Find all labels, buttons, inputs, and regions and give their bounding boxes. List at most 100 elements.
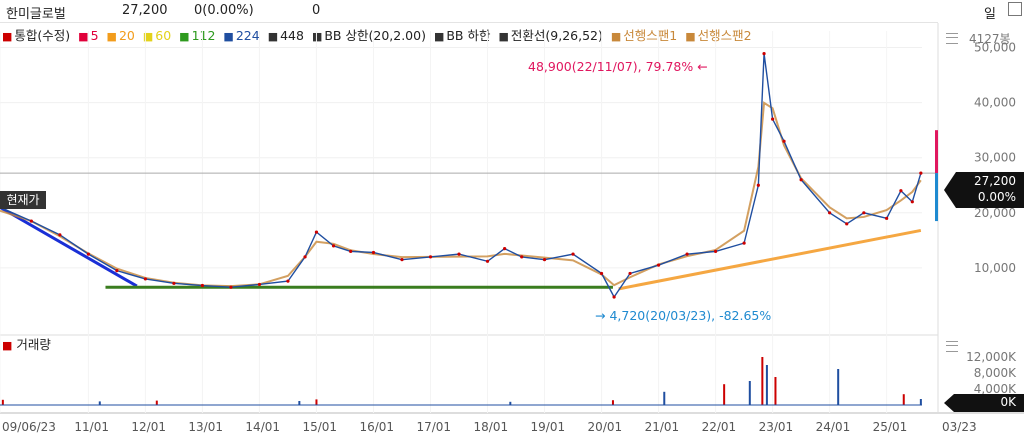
volume-value-tag: 0K [944, 394, 1024, 412]
time-tick-label: 19/01 [531, 420, 566, 434]
legend-item[interactable]: ■ BB 상한(20,2.00) [312, 28, 426, 43]
legend-label: 통합(수정) [14, 28, 71, 43]
price-tag-pct: 0.00% [977, 190, 1016, 204]
legend-swatch-icon: ■ [179, 30, 190, 43]
legend-swatch-icon: ■ [685, 30, 696, 43]
price-point [503, 247, 507, 251]
volume-bar [98, 401, 101, 405]
time-tick-label: 17/01 [416, 420, 451, 434]
legend-item[interactable]: ■ 112 [179, 28, 215, 43]
legend-swatch-icon: ■ [311, 30, 323, 43]
volume-legend-swatch-icon: ■ [2, 339, 13, 352]
indicator-legend: ■ 통합(수정) ■ 5 ■ 20 ■ 60 ■ 112 ■ 224 ■ 448 ■ BB 상한(20,2.0… [2, 25, 760, 43]
price-point [257, 282, 262, 287]
period-selector[interactable]: 일 [984, 7, 996, 22]
legend-label: BB 상한(20,2.00) [324, 28, 426, 43]
time-tick-label: 16/01 [359, 420, 394, 434]
price-chart-svg[interactable]: 50,000 40,000 30,000 20,000 10,000 12,000K 8,0… [0, 23, 1024, 436]
legend-item[interactable]: ■ 선행스팬1 [611, 28, 677, 43]
chart-settings-button[interactable] [1008, 2, 1022, 16]
time-tick-label: 24/01 [816, 420, 851, 434]
volume-bar [774, 377, 777, 405]
legend-swatch-icon: ■ [610, 30, 622, 43]
price-tick-label: 30,000 [974, 151, 1016, 165]
legend-swatch-icon: ■ [78, 30, 89, 43]
price-point [685, 252, 689, 256]
legend-swatch-icon: ■ [267, 30, 279, 43]
price-point [86, 252, 90, 256]
volume-bar [837, 369, 840, 405]
price-point [910, 200, 914, 204]
price-point [143, 277, 147, 281]
volume-bar [765, 365, 768, 405]
price-point [656, 263, 661, 267]
legend-item[interactable]: ■ 60 [143, 28, 171, 43]
price-point [628, 271, 632, 276]
price-point [782, 139, 786, 143]
volume-bar [611, 400, 614, 405]
price-point [371, 250, 376, 255]
price-point [314, 230, 319, 234]
time-tick-label: 13/01 [188, 420, 223, 434]
time-tick-label: 25/01 [873, 420, 908, 434]
legend-item[interactable]: ■ 5 [78, 28, 98, 43]
volume-bar [723, 384, 726, 405]
legend-item[interactable]: ■ 224 [223, 28, 259, 43]
price-point [612, 295, 616, 299]
legend-label: 224 [235, 28, 260, 43]
legend-swatch-icon: ■ [142, 30, 154, 43]
legend-swatch-icon: ■ [433, 30, 445, 43]
legend-item[interactable]: ■ 20 [107, 28, 135, 43]
volume-title-text: 거래량 [16, 337, 51, 352]
current-price-line-label: 현재가 [0, 191, 46, 209]
current-price-tag: 27,200 0.00% [944, 172, 1024, 208]
legend-swatch-icon: ■ [498, 30, 509, 43]
price-point [742, 241, 746, 245]
volume-bar [315, 399, 318, 405]
price-point [485, 259, 490, 263]
time-tick-label: 09/06/23 [2, 420, 56, 434]
volume-tick-label: 12,000K [966, 350, 1017, 364]
legend-label: 선행스팬1 [623, 28, 678, 43]
time-tick-label: 18/01 [474, 420, 509, 434]
chart-area[interactable]: 50,000 40,000 30,000 20,000 10,000 12,000K 8,0… [0, 22, 1024, 434]
price-point [799, 178, 803, 182]
left-arrow-icon: ← [697, 59, 708, 74]
legend-label: 선행스팬2 [697, 28, 752, 43]
price-tick-label: 10,000 [974, 261, 1016, 275]
price-point [400, 258, 404, 262]
legend-item[interactable]: ■ 448 [268, 28, 304, 43]
price-point [571, 252, 575, 256]
price-point [229, 285, 233, 289]
legend-item[interactable]: ■ 통합(수정) [2, 28, 70, 43]
legend-item[interactable]: ■ 선행스팬2 [685, 28, 751, 43]
volume-tick-label: 8,000K [974, 366, 1017, 380]
volume-panel-title: ■ 거래량 [2, 334, 51, 353]
volume-tag-value: 0K [1000, 395, 1016, 409]
trade-volume: 0 [312, 3, 321, 18]
price-point [428, 255, 433, 259]
volume-panel-menu-icon[interactable] [946, 341, 958, 352]
price-point [762, 51, 766, 56]
time-tick-label: 11/01 [74, 420, 109, 434]
legend-label: 112 [191, 28, 216, 43]
price-point [542, 258, 547, 262]
low-annotation: → 4,720(20/03/23), -82.65% [595, 308, 771, 323]
volume-tick-label: 4,000K [974, 382, 1017, 396]
price-tick-label: 20,000 [974, 206, 1016, 220]
legend-label: 20 [118, 28, 135, 43]
volume-bar [663, 391, 666, 405]
price-point [286, 279, 290, 283]
legend-item[interactable]: ■ 전환선(9,26,52) [498, 28, 602, 43]
price-point [919, 171, 923, 175]
price-point [200, 283, 205, 288]
price-point [172, 281, 176, 285]
legend-item[interactable]: ■ BB 하한 [434, 28, 491, 43]
price-point [303, 255, 307, 259]
time-tick-label: 14/01 [245, 420, 280, 434]
time-tick-label: 21/01 [645, 420, 680, 434]
price-panel-menu-icon[interactable] [946, 33, 958, 44]
price-line [0, 53, 922, 299]
price-point [771, 117, 775, 121]
time-tick-label: 15/01 [302, 420, 337, 434]
